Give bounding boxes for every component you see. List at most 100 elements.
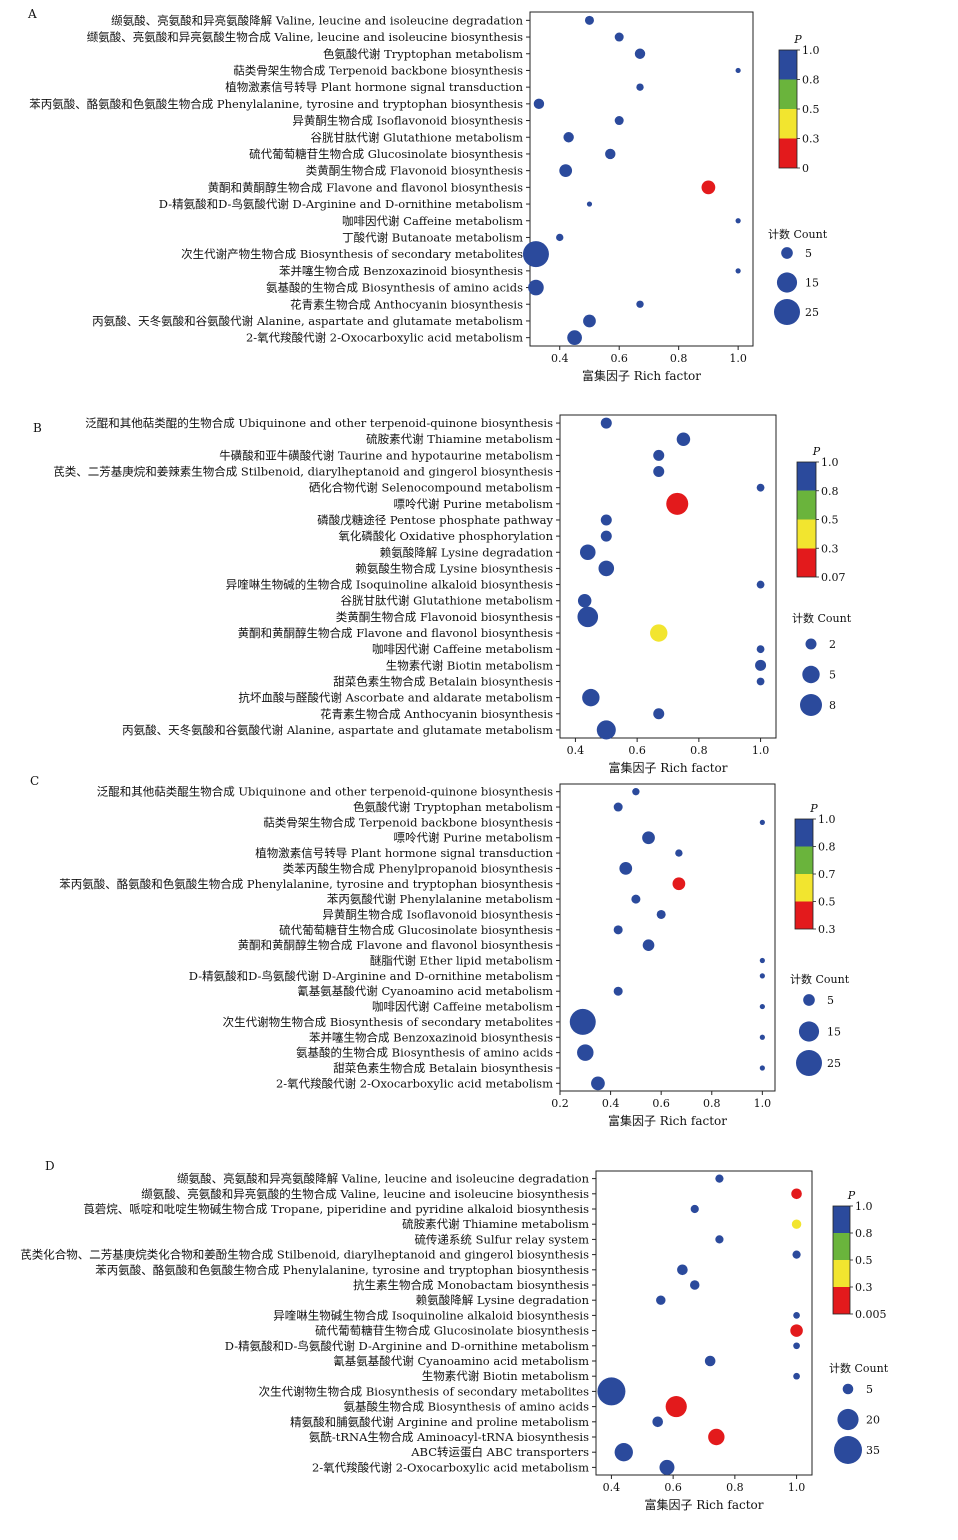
data-point [533,98,545,110]
x-tick-label: 1.0 [752,744,770,757]
x-tick-label: 0.8 [690,744,708,757]
panel-d: D 缬氨酸、亮氨酸和异亮氨酸降解 Valine, leucine and isol… [20,1159,888,1512]
category-label: 2-氧代羧酸代谢 2-Oxocarboxylic acid metabolism [312,1460,589,1474]
data-point [613,986,623,996]
category-label: 类黄酮生物合成 Flavonoid biosynthesis [336,610,553,624]
panel-letter: B [33,421,42,435]
category-label: 氧化磷酸化 Oxidative phosphorylation [338,529,553,543]
data-point [677,1264,688,1276]
count-legend-dot [805,638,817,650]
data-point [675,849,683,857]
data-point [791,1188,802,1200]
p-legend-label: 0.005 [855,1308,887,1321]
plot-frame [559,783,776,1092]
category-label: 植物激素信号转导 Plant hormone signal transducti… [225,80,523,94]
panel-letter: C [30,774,39,788]
data-point [759,957,765,964]
count-legend-dot [837,1408,859,1431]
category-label: 硫胺素代谢 Thiamine metabolism [402,1217,589,1231]
data-point [755,659,767,671]
count-legend-label: 5 [805,247,812,260]
category-label: D-精氨酸和D-鸟氨酸代谢 D-Arginine and D-ornithine… [225,1339,589,1353]
p-legend-label: 1.0 [855,1200,873,1213]
category-label: 氰基氨基酸代谢 Cyanoamino acid metabolism [297,984,553,998]
category-label: 黄酮和黄酮醇生物合成 Flavone and flavonol biosynth… [238,938,554,952]
data-point [653,708,665,720]
category-label: 缬氨酸、亮氨酸和异亮氨酸降解 Valine, leucine and isole… [111,13,523,27]
plot-frame [529,11,754,347]
category-label: 异黄酮生物合成 Isoflavonoid biosynthesis [292,114,523,128]
category-label: 缬氨酸、亮氨酸和异亮氨酸生物合成 Valine, leucine and iso… [87,30,523,44]
data-point [563,132,574,143]
data-point [584,15,594,25]
p-legend-title: P [847,1189,856,1202]
data-point [759,1003,765,1010]
x-tick-label: 1.0 [729,352,747,365]
category-label: 次生代谢物生物合成 Biosynthesis of secondary meta… [259,1384,589,1398]
p-legend-label: 0.3 [821,542,839,555]
p-legend-label: 0.3 [818,923,836,936]
category-label: 萜类骨架生物合成 Terpenoid backbone biosynthesis [263,815,553,829]
plot-frame [559,414,777,739]
data-point [665,1396,687,1418]
plot-frame [595,1170,813,1476]
category-label: 芪类、二芳基庚烷和姜辣素生物合成 Stilbenoid, diarylhepta… [53,465,553,479]
x-tick-label: 1.0 [788,1481,806,1494]
category-label: 抗坏血酸与醛酸代谢 Ascorbate and aldarate metabol… [238,691,553,705]
data-point [597,1377,626,1406]
category-label: 精氨酸和脯氨酸代谢 Arginine and proline metabolis… [290,1415,589,1429]
x-tick-label: 1.0 [754,1097,772,1110]
p-legend-label: 0.5 [818,896,836,909]
data-point [791,1219,802,1229]
x-tick-label: 0.6 [652,1097,670,1110]
data-point [756,580,765,589]
p-legend-label: 0.3 [855,1281,873,1294]
data-point [582,688,600,707]
p-legend-title: P [809,802,818,815]
category-label: 抗生素生物合成 Monobactam biosynthesis [353,1278,589,1292]
p-legend-label: 1.0 [821,456,839,469]
category-label: 甜菜色素生物合成 Betalain biosynthesis [333,1061,553,1075]
count-legend-label: 8 [829,699,836,712]
category-label: 醚脂代谢 Ether lipid metabolism [370,954,553,968]
category-label: 氨酰-tRNA生物合成 Aminoacyl-tRNA biosynthesis [309,1430,589,1444]
count-legend-dot [776,272,798,293]
panel-letter: D [45,1159,55,1173]
category-label: 生物素代谢 Biotin metabolism [422,1369,589,1383]
count-legend-dot [802,665,820,684]
category-label: 泛醌和其他萜类醌生物合成 Ubiquinone and other terpen… [97,785,553,799]
category-label: 缬氨酸、亮氨酸和异亮氨酸的生物合成 Valine, leucine and is… [141,1187,589,1201]
category-label: 苯丙氨酸、酪氨酸和色氨酸生物合成 Phenylalanine, tyrosine… [59,877,553,891]
count-legend-dot [803,994,815,1006]
x-tick-label: 0.4 [602,1097,620,1110]
data-point [793,1342,800,1350]
category-label: 硫代葡萄糖苷生物合成 Glucosinolate biosynthesis [249,147,523,161]
data-point [793,1372,800,1380]
data-point [708,1428,725,1446]
data-point [653,466,665,478]
category-label: 赖氨酸生物合成 Lysine biosynthesis [355,561,553,575]
count-legend-label: 25 [827,1057,841,1070]
data-point [613,925,623,935]
category-label: 氨基酸生物合成 Biosynthesis of amino acids [344,1400,590,1414]
x-tick-label: 0.2 [551,1097,569,1110]
category-label: 咖啡因代谢 Caffeine metabolism [372,1000,553,1014]
category-label: 硫传递系统 Sulfur relay system [414,1232,589,1246]
category-label: 苯并噻生物合成 Benzoxazinoid biosynthesis [309,1030,553,1044]
panel-c: C 泛醌和其他萜类醌生物合成 Ubiquinone and other terpe… [30,774,850,1128]
count-legend-dot [796,1050,822,1076]
data-point [577,593,592,608]
category-label: 硫代葡萄糖苷生物合成 Glucosinolate biosynthesis [279,923,553,937]
data-point [656,1295,666,1305]
category-label: 2-氧代羧酸代谢 2-Oxocarboxylic acid metabolism [276,1076,553,1090]
data-point [756,483,765,492]
category-label: 黄酮和黄酮醇生物合成 Flavone and flavonol biosynth… [238,626,554,640]
category-label: 植物激素信号转导 Plant hormone signal transducti… [255,846,553,860]
p-legend-label: 0.7 [818,868,836,881]
category-label: 嘌呤代谢 Purine metabolism [394,497,554,511]
count-legend-dot [800,694,822,716]
count-legend-label: 5 [829,669,836,682]
category-label: 丁酸代谢 Butanoate metabolism [342,230,523,244]
data-point [591,1076,605,1091]
